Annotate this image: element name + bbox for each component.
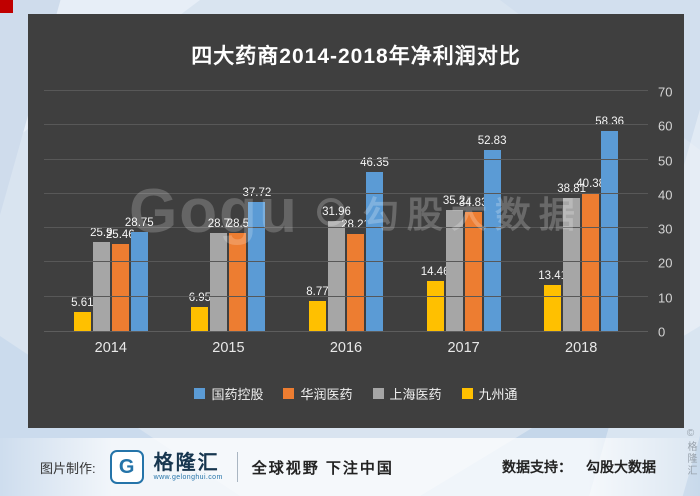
bar-华润医药-2014: 25.46 — [106, 229, 135, 331]
y-tick-label: 40 — [658, 187, 673, 203]
y-tick-label: 0 — [658, 324, 666, 340]
bar-九州通-2016: 8.77 — [306, 286, 329, 331]
bar-value-label: 14.46 — [420, 266, 450, 279]
bar-上海医药-2015: 28.7 — [208, 218, 230, 331]
bar-九州通-2014: 5.61 — [71, 297, 93, 331]
footer-divider — [236, 452, 238, 482]
bar-value-label: 28.5 — [226, 218, 250, 231]
gridline — [44, 192, 648, 194]
bar-value-label: 31.96 — [322, 206, 351, 219]
bar-value-label: 8.77 — [306, 285, 329, 298]
logo-letter: G — [118, 455, 135, 478]
bar-上海医药-2016: 31.96 — [322, 206, 351, 331]
plot-area: 5.61 25.9 25.46 28.75 2014 6.95 28.7 28.5 37.72 2… — [44, 90, 648, 356]
gridline — [44, 227, 648, 229]
vertical-copyright: ©格隆汇 — [685, 428, 696, 477]
legend-item-九州通: 九州通 — [461, 384, 518, 403]
legend-item-国药控股: 国药控股 — [194, 384, 263, 403]
bar-国药控股-2015: 37.72 — [243, 187, 271, 331]
y-tick-label: 50 — [658, 153, 673, 169]
bar-value-label: 52.83 — [477, 134, 507, 147]
bar-上海医药-2014: 25.9 — [90, 227, 112, 331]
y-tick-label: 70 — [658, 84, 673, 100]
bar-value-label: 25.9 — [90, 227, 113, 240]
gridline — [44, 124, 648, 126]
bar-value-label: 6.95 — [188, 292, 212, 305]
bar-value-label: 46.35 — [360, 157, 389, 170]
bar-华润医药-2017: 34.83 — [459, 197, 487, 331]
bar-value-label: 13.41 — [538, 270, 568, 283]
x-tick-label: 2014 — [94, 340, 127, 356]
legend-label: 华润医药 — [300, 387, 353, 402]
bar-value-label: 35.2 — [442, 195, 466, 208]
bar-group-2017: 14.46 35.2 34.83 52.83 2017 — [421, 92, 507, 356]
x-tick-label: 2016 — [329, 340, 363, 356]
data-support: 数据支持： 勾股大数据 — [502, 457, 656, 477]
bar-value-label: 28.75 — [124, 217, 154, 230]
chart-panel: 四大药商2014-2018年净利润对比 5.61 25.9 25.46 28.75 20… — [28, 14, 684, 428]
bar-value-label: 28.21 — [341, 219, 370, 232]
bar-九州通-2017: 14.46 — [421, 266, 449, 331]
bar-国药控股-2016: 46.35 — [360, 157, 389, 331]
corner-red-square — [0, 0, 13, 13]
bar-国药控股-2017: 52.83 — [478, 135, 506, 331]
legend-swatch — [372, 388, 384, 399]
legend-swatch — [194, 388, 206, 399]
bar-value-label: 40.38 — [576, 177, 606, 190]
brand-name: 格隆汇 — [153, 452, 220, 475]
bar-上海医药-2017: 35.2 — [443, 195, 465, 331]
gridline — [44, 158, 648, 160]
bar-group-2015: 6.95 28.7 28.5 37.72 2015 — [189, 92, 272, 356]
bar-value-label: 38.81 — [557, 182, 587, 195]
bar-group-2016: 8.77 31.96 28.21 46.35 2016 — [306, 92, 389, 356]
legend-label: 上海医药 — [389, 387, 442, 402]
legend-swatch — [461, 388, 473, 399]
legend-swatch — [283, 388, 295, 399]
legend-label: 九州通 — [478, 387, 518, 402]
gridline — [44, 90, 648, 91]
bar-groups: 5.61 25.9 25.46 28.75 2014 6.95 28.7 28.5 37.72 2… — [44, 92, 648, 356]
plot-row: 5.61 25.9 25.46 28.75 2014 6.95 28.7 28.5 37.72 2… — [28, 85, 684, 356]
support-value: 勾股大数据 — [586, 459, 656, 475]
x-tick-label: 2018 — [565, 340, 598, 356]
support-label: 数据支持： — [502, 459, 572, 475]
y-tick-label: 10 — [658, 290, 673, 306]
gridline — [44, 261, 648, 263]
bar-九州通-2015: 6.95 — [189, 292, 211, 331]
gelonghui-logo-icon: G — [109, 450, 144, 484]
bar-value-label: 34.83 — [458, 196, 488, 209]
footer: 图片制作: G 格隆汇 www.gelonghui.com 全球视野 下注中国 … — [0, 438, 700, 496]
bar-value-label: 28.7 — [207, 217, 231, 230]
bar-上海医药-2018: 38.81 — [557, 183, 586, 331]
bar-value-label: 25.46 — [105, 228, 135, 241]
brand-url: www.gelonghui.com — [153, 474, 223, 482]
y-tick-label: 20 — [658, 255, 673, 271]
bar-国药控股-2014: 28.75 — [125, 217, 154, 331]
brand-block: 格隆汇 www.gelonghui.com — [154, 452, 223, 482]
legend-item-上海医药: 上海医药 — [372, 384, 442, 403]
bar-group-2014: 5.61 25.9 25.46 28.75 2014 — [71, 92, 154, 356]
bar-华润医药-2016: 28.21 — [341, 219, 370, 331]
y-tick-label: 60 — [658, 118, 673, 134]
gridline — [44, 295, 648, 297]
y-axis: 0 10 20 30 40 50 60 70 — [648, 85, 684, 340]
bar-九州通-2018: 13.41 — [538, 270, 567, 331]
legend: 国药控股 华润医药 上海医药 九州通 — [28, 384, 684, 403]
x-tick-label: 2017 — [447, 340, 480, 356]
legend-label: 国药控股 — [211, 387, 264, 402]
bar-value-label: 58.36 — [595, 115, 625, 128]
y-tick-label: 30 — [658, 221, 673, 237]
bar-华润医药-2015: 28.5 — [227, 218, 249, 331]
chart-title: 四大药商2014-2018年净利润对比 — [191, 45, 521, 68]
x-tick-label: 2015 — [212, 340, 245, 356]
brand-tagline: 全球视野 下注中国 — [251, 459, 394, 477]
legend-item-华润医药: 华润医药 — [283, 384, 353, 403]
bar-value-label: 37.72 — [242, 186, 272, 199]
credit-label: 图片制作: — [40, 460, 96, 476]
bar-value-label: 5.61 — [71, 296, 94, 309]
bar-国药控股-2018: 58.36 — [595, 116, 624, 331]
